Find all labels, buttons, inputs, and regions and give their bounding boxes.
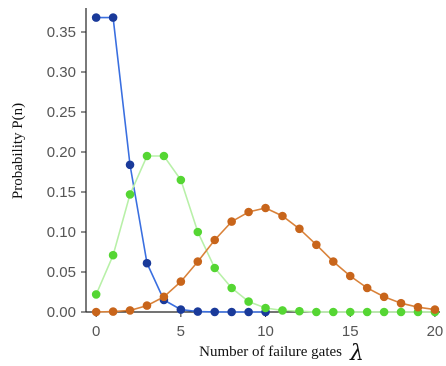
data-point <box>193 227 203 237</box>
data-point <box>261 203 270 213</box>
data-point <box>125 306 135 315</box>
data-point <box>278 306 287 315</box>
data-point <box>312 307 321 317</box>
series-layer <box>91 13 440 317</box>
data-point <box>142 258 152 268</box>
x-axis-title: Number of failure gates <box>199 344 342 360</box>
x-ticks: 0 5 10 15 20 <box>92 312 443 340</box>
series-1 <box>91 13 270 317</box>
x-tick-label: 5 <box>177 323 185 340</box>
data-point <box>159 151 169 161</box>
data-point <box>430 305 440 314</box>
data-point <box>210 307 220 317</box>
data-point <box>210 263 220 273</box>
data-point <box>91 290 101 299</box>
data-point <box>176 277 186 286</box>
y-tick-label: 0.10 <box>47 224 76 241</box>
data-point <box>91 307 101 317</box>
data-point <box>244 307 253 317</box>
data-point <box>345 307 355 317</box>
y-tick-label: 0.15 <box>47 184 76 201</box>
series-line <box>96 16 266 313</box>
data-point <box>142 301 152 310</box>
data-point <box>328 307 338 317</box>
data-point <box>312 240 321 250</box>
series-3 <box>91 203 440 317</box>
data-point <box>227 283 236 293</box>
data-point <box>227 217 236 226</box>
data-point <box>142 151 152 161</box>
data-point <box>362 283 372 293</box>
y-tick-label: 0.25 <box>47 104 76 121</box>
y-tick-label: 0.05 <box>47 264 76 281</box>
data-point <box>108 13 118 22</box>
data-point <box>176 305 186 314</box>
y-tick-label: 0.35 <box>47 24 76 41</box>
x-tick-label: 10 <box>257 323 274 340</box>
data-point <box>295 306 304 316</box>
data-point <box>193 307 203 316</box>
series-line <box>95 155 435 313</box>
x-axis-symbol: λ <box>349 341 364 366</box>
data-point <box>108 307 118 316</box>
data-point <box>91 13 101 22</box>
data-point <box>125 160 135 170</box>
data-point <box>261 303 270 313</box>
data-point <box>108 250 118 260</box>
data-point <box>244 207 253 217</box>
y-tick-label: 0.30 <box>47 64 76 81</box>
data-point <box>345 271 355 281</box>
data-point <box>159 292 169 302</box>
y-ticks: 0.00 0.05 0.10 0.15 0.20 0.25 0.30 0.35 <box>47 24 86 321</box>
data-point <box>362 307 372 317</box>
data-point <box>193 257 203 266</box>
y-axis-title: Probability P(n) <box>10 103 26 199</box>
data-point <box>125 190 135 199</box>
data-point <box>379 307 389 317</box>
data-point <box>278 211 287 221</box>
data-point <box>295 224 304 234</box>
data-point <box>379 292 389 302</box>
x-tick-label: 0 <box>92 323 100 340</box>
data-point <box>244 297 253 306</box>
axes <box>85 8 440 313</box>
data-point <box>413 302 423 312</box>
data-point <box>396 307 406 317</box>
y-tick-label: 0.00 <box>47 304 76 321</box>
y-tick-label: 0.20 <box>47 144 76 161</box>
data-point <box>176 175 186 185</box>
data-point <box>396 298 406 308</box>
x-tick-label: 15 <box>342 323 359 340</box>
data-point <box>328 257 338 266</box>
data-point <box>227 307 236 317</box>
x-tick-label: 20 <box>427 323 444 340</box>
data-point <box>210 235 220 245</box>
series-2 <box>91 151 440 317</box>
